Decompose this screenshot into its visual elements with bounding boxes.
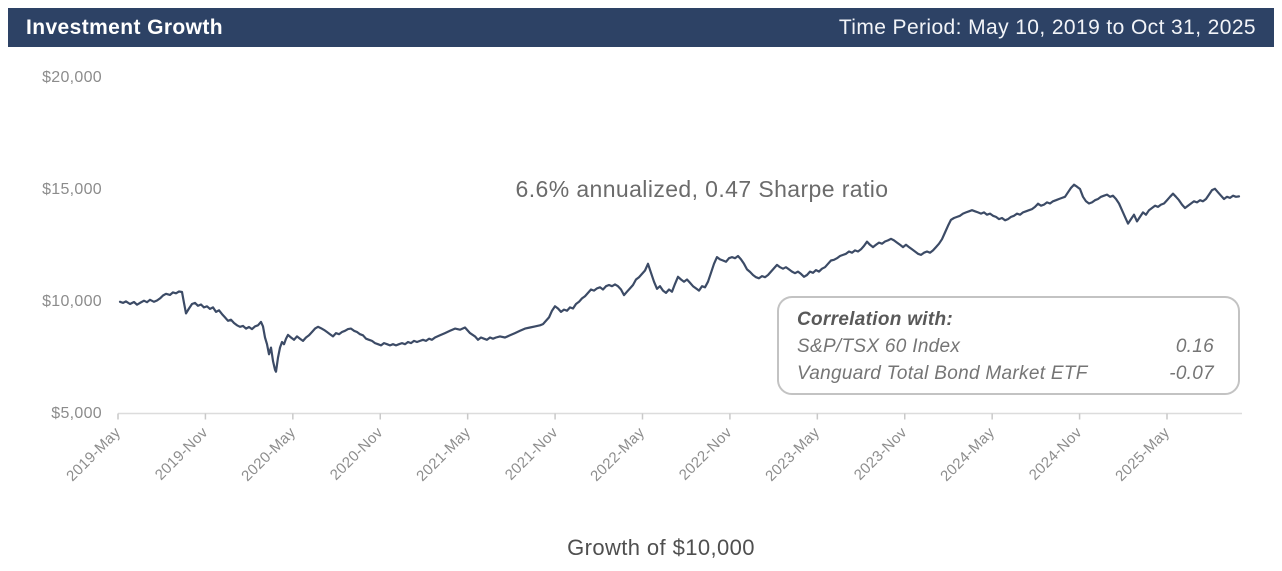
y-tick-label: $20,000: [42, 69, 102, 87]
y-tick-label: $10,000: [42, 292, 102, 310]
correlation-row: S&P/TSX 60 Index 0.16: [797, 333, 1214, 360]
correlation-row: Vanguard Total Bond Market ETF -0.07: [797, 360, 1214, 387]
correlation-row-value: -0.07: [1169, 363, 1214, 384]
time-period-label: Time Period: May 10, 2019 to Oct 31, 202…: [838, 15, 1256, 39]
correlation-row-label: S&P/TSX 60 Index: [797, 336, 961, 357]
correlation-box: Correlation with: S&P/TSX 60 Index 0.16 …: [777, 296, 1240, 395]
y-tick-label: $5,000: [51, 404, 102, 422]
correlation-row-label: Vanguard Total Bond Market ETF: [797, 363, 1088, 384]
correlation-box-title: Correlation with:: [797, 309, 954, 330]
y-tick-label: $15,000: [42, 181, 102, 199]
correlation-row-value: 0.16: [1175, 336, 1214, 357]
page-title: Investment Growth: [26, 15, 223, 39]
header-bar: Investment Growth Time Period: May 10, 2…: [8, 8, 1274, 47]
growth-line: [118, 183, 1241, 373]
x-axis-title: Growth of $10,000: [567, 535, 755, 560]
annualized-return-annotation: 6.6% annualized, 0.47 Sharpe ratio: [515, 176, 889, 202]
